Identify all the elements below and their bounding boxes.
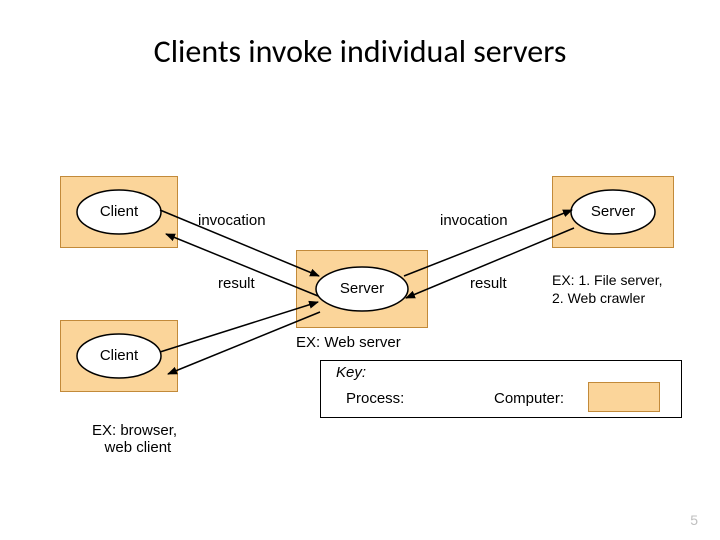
- legend-process-label: Process:: [346, 390, 404, 407]
- edge-label-invocation-2: invocation: [440, 212, 508, 229]
- node-label-client-2: Client: [79, 347, 159, 364]
- annotation-web-server: EX: Web server: [296, 334, 401, 351]
- node-label-server-middle: Server: [322, 280, 402, 297]
- annotation-file-server-line2: 2. Web crawler: [552, 290, 645, 306]
- annotation-file-server: EX: 1. File server, 2. Web crawler: [552, 272, 662, 307]
- annotation-browser: EX: browser, web client: [92, 422, 177, 456]
- annotation-file-server-line1: EX: 1. File server,: [552, 272, 662, 288]
- diagram-svg: [0, 0, 720, 540]
- node-label-server-right: Server: [573, 203, 653, 220]
- edge-label-result-1: result: [218, 275, 255, 292]
- legend-title: Key:: [336, 364, 366, 381]
- annotation-browser-line2: web client: [105, 439, 172, 456]
- edge-label-invocation-1: invocation: [198, 212, 266, 229]
- legend-computer-box: [588, 382, 660, 412]
- node-label-client-1: Client: [79, 203, 159, 220]
- page-number: 5: [690, 512, 698, 528]
- annotation-browser-line1: EX: browser,: [92, 422, 177, 439]
- legend-computer-label: Computer:: [494, 390, 564, 407]
- edge-label-result-2: result: [470, 275, 507, 292]
